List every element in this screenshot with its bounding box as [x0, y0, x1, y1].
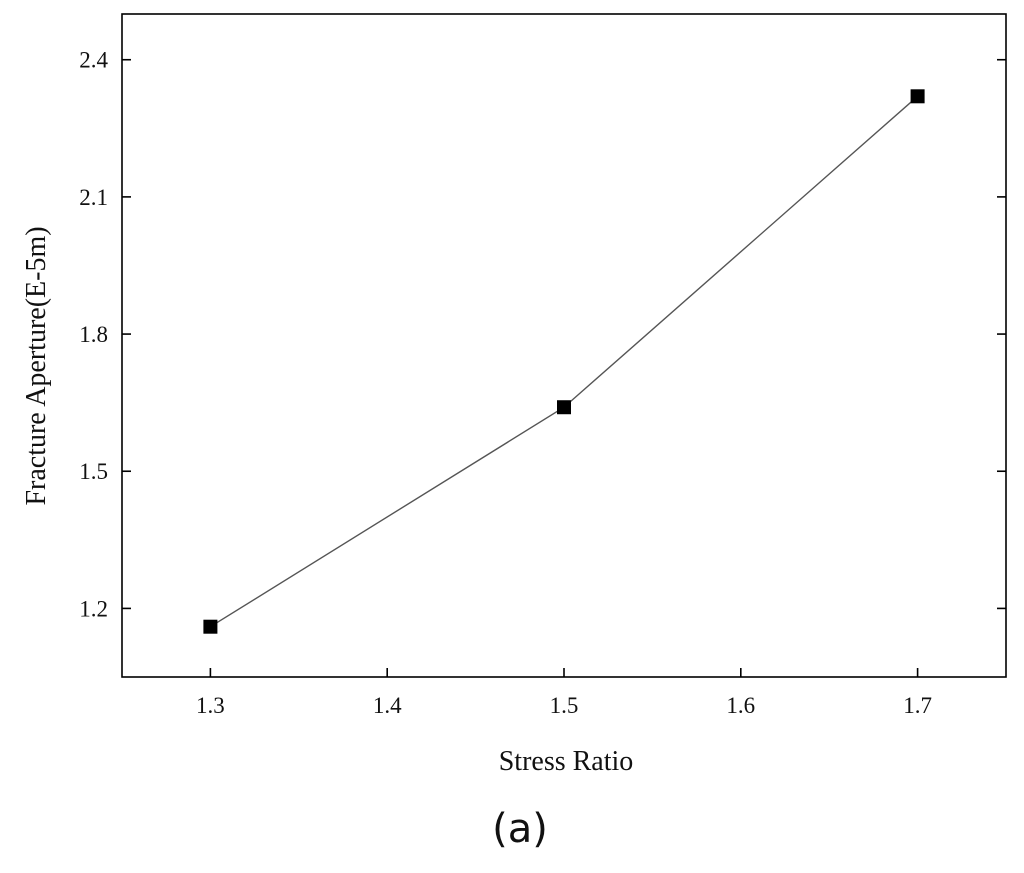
x-tick-label: 1.6 [726, 693, 755, 718]
x-tick-label: 1.7 [903, 693, 932, 718]
y-tick-label: 1.8 [79, 322, 108, 347]
panel-label: (a) [492, 806, 548, 852]
y-tick-label: 1.2 [79, 596, 108, 621]
series-line [210, 95, 919, 628]
y-axis-ticks: 1.2 1.5 1.8 2.1 2.4 [79, 48, 1006, 621]
data-point-marker [203, 619, 218, 634]
x-tick-label: 1.3 [196, 693, 225, 718]
data-point-marker [557, 400, 571, 415]
data-point-marker [910, 89, 925, 104]
x-axis-title: Stress Ratio [499, 746, 634, 777]
y-axis-title: Fracture Aperture(E-5m) [21, 226, 52, 505]
y-tick-label: 1.5 [79, 459, 108, 484]
x-axis-ticks: 1.3 1.4 1.5 1.6 1.7 [196, 668, 932, 718]
x-tick-label: 1.5 [550, 693, 579, 718]
series-layer [203, 89, 925, 634]
y-tick-label: 2.1 [79, 185, 108, 210]
plot-frame [121, 13, 1007, 678]
y-tick-label: 2.4 [79, 48, 108, 73]
x-tick-label: 1.4 [373, 693, 402, 718]
